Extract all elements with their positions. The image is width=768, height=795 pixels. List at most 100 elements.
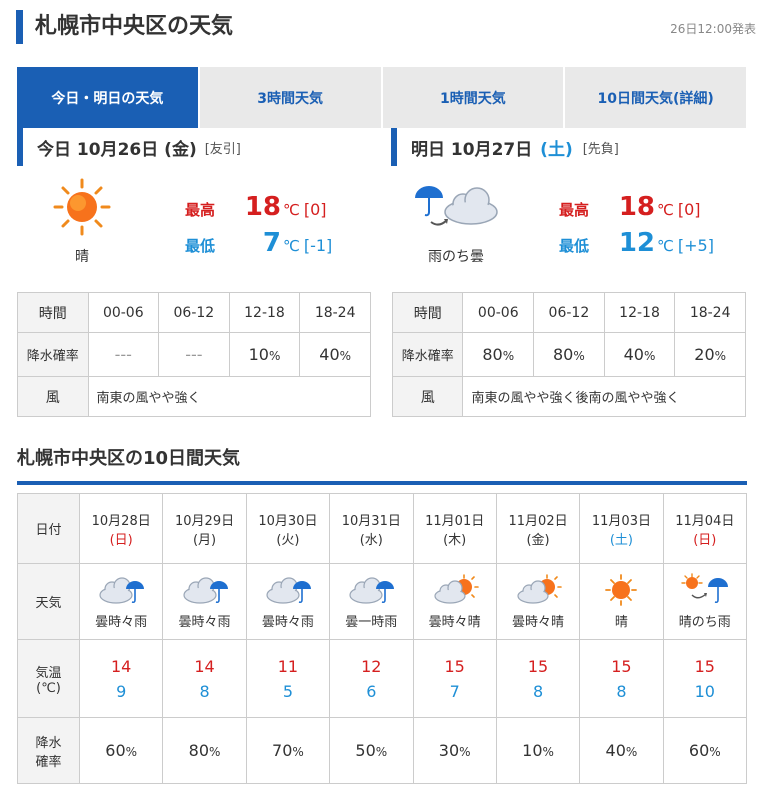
percent-sign: % — [292, 745, 304, 759]
day-date-cell: 11月04日 (日) — [662, 493, 748, 564]
percent-sign: % — [573, 349, 585, 363]
day-low: 6 — [366, 681, 377, 701]
tomorrow-high: 最高 18 ℃ [0] — [559, 192, 714, 228]
tomorrow-wind: 南東の風やや強く後南の風やや強く — [462, 376, 746, 417]
day-rain: 10 — [522, 741, 543, 760]
percent-sign: % — [542, 745, 554, 759]
high-value: 18 — [618, 192, 655, 222]
day-date: 11月03日 — [591, 513, 651, 529]
low-diff: [-1] — [303, 236, 333, 255]
day-date-cell: 10月29日 (月) — [162, 493, 247, 564]
today-weekday: (金) — [164, 139, 197, 160]
sun-icon — [53, 178, 111, 236]
percent-sign: % — [125, 745, 138, 759]
day-weather: 曇時々雨 — [95, 615, 148, 630]
tomorrow-weekday: (土) — [540, 139, 573, 160]
tab-10day-detail[interactable]: 10日間天気(詳細) — [565, 67, 746, 128]
day-rain: 60 — [105, 741, 126, 760]
day-rain: 40 — [605, 741, 626, 760]
time-header: 時間 — [391, 292, 464, 333]
rain-value: 10% — [228, 332, 301, 377]
day-low: 8 — [616, 681, 627, 701]
today-date: 10月26日 — [76, 139, 159, 160]
rain-value: --- — [87, 332, 160, 377]
sun-icon — [580, 573, 662, 607]
rain-header-line2: 確率 — [35, 754, 62, 770]
today-high: 最高 18 ℃ [0] — [185, 192, 332, 228]
today-label: 今日 — [37, 139, 71, 160]
day-weekday: (木) — [443, 532, 467, 548]
day-temp-cell: 15 10 — [662, 639, 748, 718]
day-high: 11 — [277, 656, 299, 676]
rain-header: 降水確率 — [17, 717, 80, 784]
day-high: 14 — [111, 656, 132, 676]
today-low: 最低 7 ℃ [-1] — [185, 228, 332, 264]
day-date: 11月04日 — [675, 513, 735, 529]
wind-header: 風 — [391, 376, 464, 417]
day-date-cell: 10月30日 (火) — [245, 493, 331, 564]
day-weather-cell: 曇時々晴 — [412, 563, 497, 640]
unit: ℃ — [657, 237, 674, 255]
day-weather: 曇時々晴 — [428, 615, 481, 630]
low-value: 7 — [262, 228, 281, 258]
wind-header: 風 — [17, 376, 89, 417]
day-rain-cell: 40% — [579, 717, 664, 784]
rain-value: 80% — [462, 332, 535, 377]
high-label: 最高 — [559, 201, 590, 219]
day-weather-cell: 曇時々雨 — [162, 563, 247, 640]
day-rain-cell: 10% — [495, 717, 581, 784]
today-rokuyo: [友引] — [204, 141, 241, 157]
slot: 00-06 — [87, 292, 160, 333]
time-header: 時間 — [17, 292, 89, 333]
rain-header-line1: 降水 — [35, 735, 62, 751]
tab-3hour[interactable]: 3時間天気 — [199, 67, 383, 128]
tab-today-tomorrow[interactable]: 今日・明日の天気 — [17, 67, 200, 128]
day-high: 15 — [611, 656, 632, 676]
day-low: 8 — [199, 681, 210, 701]
day-date-cell: 11月01日 (木) — [412, 493, 497, 564]
day-weather: 曇時々雨 — [178, 615, 231, 630]
cloud-sun-icon — [497, 573, 579, 607]
tomorrow-precip-table: 時間 00-06 06-12 12-18 18-24 降水確率 80% 80% … — [391, 292, 746, 417]
day-rain-cell: 30% — [412, 717, 497, 784]
cloud-rain-icon — [330, 573, 412, 607]
day-date-cell: 11月03日 (土) — [579, 493, 664, 564]
day-high: 14 — [194, 656, 215, 676]
percent-sign: % — [643, 349, 656, 363]
unit: ℃ — [657, 201, 674, 219]
day-date: 11月01日 — [425, 513, 485, 529]
day-weather-cell: 晴 — [579, 563, 664, 640]
high-diff: [0] — [303, 200, 327, 219]
sun-then-rain-icon — [664, 573, 746, 607]
day-low: 8 — [532, 681, 544, 701]
day-weather: 曇時々雨 — [261, 615, 314, 630]
day-weekday: (水) — [359, 532, 383, 548]
day-weather: 曇時々晴 — [512, 615, 565, 630]
day-high: 15 — [527, 656, 549, 676]
day-rain-cell: 50% — [329, 717, 414, 784]
low-diff: [+5] — [677, 236, 714, 255]
tab-1hour[interactable]: 1時間天気 — [382, 67, 566, 128]
rain-header: 降水確率 — [391, 332, 464, 377]
low-label: 最低 — [559, 237, 590, 255]
day-weather-cell: 曇時々雨 — [78, 563, 164, 640]
day-high: 15 — [444, 656, 465, 676]
day-temp-cell: 15 8 — [495, 639, 581, 718]
low-value: 12 — [618, 228, 655, 258]
rain-value: 20% — [674, 332, 746, 377]
day-weekday: (金) — [526, 532, 550, 548]
day-date: 11月02日 — [508, 513, 568, 529]
day-high: 12 — [361, 656, 382, 676]
unit: ℃ — [283, 237, 300, 255]
slot: 12-18 — [603, 292, 676, 333]
cloud-rain-icon — [247, 573, 329, 607]
percent-sign: % — [709, 745, 721, 759]
today-weather: 晴 — [75, 249, 89, 265]
day-date: 10月31日 — [341, 513, 401, 529]
day-weather: 晴 — [614, 615, 628, 630]
day-temp-cell: 15 8 — [579, 639, 664, 718]
day-weather-cell: 曇一時雨 — [329, 563, 414, 640]
day-date-cell: 11月02日 (金) — [495, 493, 581, 564]
day-weather-cell: 晴のち雨 — [662, 563, 748, 640]
day-low: 5 — [282, 681, 294, 701]
